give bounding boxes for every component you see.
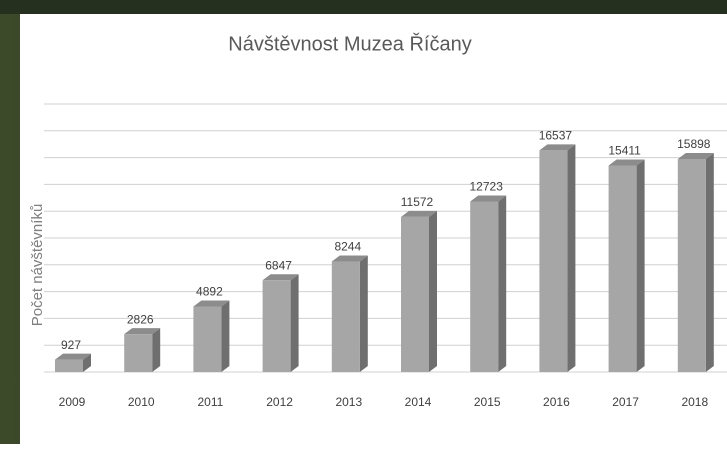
x-tick-label: 2014 [405, 395, 432, 409]
value-label: 15898 [677, 137, 711, 151]
value-label: 4892 [196, 285, 223, 299]
bar-side [152, 328, 160, 372]
x-tick-label: 2018 [681, 395, 708, 409]
bar [193, 306, 221, 372]
bar-side [567, 144, 575, 372]
value-label: 8244 [334, 240, 361, 254]
value-label: 15411 [608, 144, 641, 158]
x-tick-label: 2009 [59, 395, 86, 409]
value-label: 6847 [265, 258, 292, 272]
value-label: 2826 [127, 312, 154, 326]
bar-side [637, 159, 645, 372]
value-label: 12723 [470, 180, 504, 194]
bar [55, 360, 83, 372]
chart-title: Návštěvnost Muzea Říčany [228, 32, 471, 55]
x-tick-label: 2013 [335, 395, 362, 409]
value-label: 927 [61, 338, 81, 352]
bar-side [221, 300, 229, 372]
x-tick-label: 2010 [128, 395, 155, 409]
x-tick-label: 2017 [612, 395, 639, 409]
bar [124, 334, 152, 372]
bar [470, 202, 498, 372]
chart: Návštěvnost Muzea Říčany Počet návštěvní… [0, 0, 727, 444]
bar-side [291, 274, 299, 372]
bar [332, 262, 360, 372]
x-tick-label: 2016 [543, 395, 570, 409]
photo-strip [0, 0, 727, 14]
y-axis-label: Počet návštěvníků [29, 204, 46, 327]
value-label: 16537 [539, 129, 573, 143]
bar-side [429, 211, 437, 372]
bar-side [498, 196, 506, 372]
x-tick-label: 2015 [474, 395, 501, 409]
bar [539, 150, 567, 372]
x-tick-label: 2012 [266, 395, 293, 409]
bar-side [360, 256, 368, 372]
bar [678, 159, 706, 372]
bar [401, 217, 429, 372]
bar-side [706, 153, 714, 372]
x-tick-label: 2011 [197, 395, 223, 409]
bar [609, 165, 637, 372]
bar [263, 280, 291, 372]
value-label: 11572 [401, 195, 434, 209]
